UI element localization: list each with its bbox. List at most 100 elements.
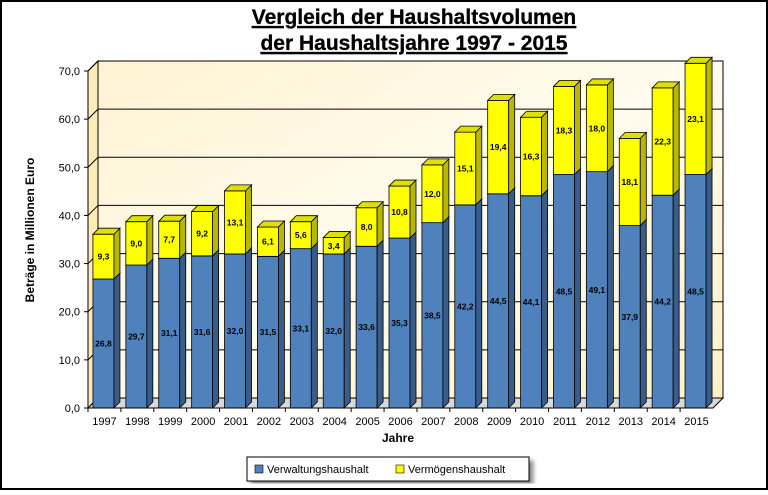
- bar-top: [124, 215, 154, 223]
- legend-swatch-vermoegenshaushalt: [395, 464, 405, 474]
- data-label: 9,3: [98, 252, 110, 262]
- x-tick-label-2003: 2003: [290, 416, 314, 428]
- bar-side: [475, 125, 483, 206]
- bar-vermoegenshaushalt-1999: 7,7: [157, 214, 187, 260]
- bar-vermoegenshaushalt-2007: 12,0: [420, 157, 450, 224]
- data-label: 23,1: [687, 114, 704, 124]
- bar-vermoegenshaushalt-2002: 6,1: [256, 220, 286, 258]
- chart-title-line-2: der Haushaltsjahre 1997 - 2015: [260, 32, 567, 55]
- data-label: 49,1: [589, 285, 606, 295]
- x-tick-label-2007: 2007: [421, 416, 445, 428]
- gridline-diagonal: [87, 156, 99, 168]
- y-axis: 0,0 10,0 20,0 30,0 40,0 50,0 60,0 70,0: [59, 66, 89, 415]
- data-label: 31,6: [194, 327, 211, 337]
- legend-label-verwaltungshaushalt: Verwaltungshaushalt: [267, 464, 369, 476]
- bar-verwaltungshaushalt-2009: 44,5: [486, 186, 516, 409]
- legend: Verwaltungshaushalt Vermögenshaushalt: [246, 456, 530, 482]
- bar-vermoegenshaushalt-2003: 5,6: [289, 214, 319, 250]
- bar-side: [376, 200, 384, 248]
- y-tick-label: 30,0: [59, 259, 80, 271]
- bar-side: [409, 179, 417, 240]
- y-tick-label: 50,0: [59, 162, 80, 174]
- x-tick-label-2000: 2000: [191, 416, 215, 428]
- chart-title-line-1: Vergleich der Haushaltsvolumen: [252, 6, 576, 29]
- data-label: 19,4: [490, 142, 507, 152]
- bar-side: [508, 186, 516, 409]
- x-tick-label-2014: 2014: [651, 416, 675, 428]
- data-label: 42,2: [457, 301, 474, 311]
- y-tick-label: 40,0: [59, 210, 80, 222]
- gridline-diagonal: [87, 108, 99, 120]
- data-label: 31,1: [161, 328, 178, 338]
- data-label: 44,1: [523, 297, 540, 307]
- x-tick-label-2005: 2005: [355, 416, 379, 428]
- legend-swatch-verwaltungshaushalt: [254, 464, 264, 474]
- bar-side: [245, 183, 252, 255]
- bar-side: [639, 218, 647, 409]
- data-label: 8,0: [361, 222, 373, 232]
- bar-verwaltungshaushalt-2003: 33,1: [289, 241, 319, 409]
- bar-vermoegenshaushalt-2011: 18,3: [552, 79, 582, 176]
- bar-vermoegenshaushalt-2005: 8,0: [355, 200, 385, 248]
- bar-top: [420, 158, 450, 166]
- data-label: 32,0: [227, 326, 244, 336]
- bar-side: [541, 188, 548, 409]
- bar-vermoegenshaushalt-1998: 9,0: [124, 214, 154, 266]
- bar-verwaltungshaushalt-2014: 44,2: [651, 188, 681, 409]
- y-tick-label: 10,0: [59, 355, 80, 367]
- bar-side: [146, 258, 154, 409]
- x-tick-label-2008: 2008: [454, 416, 478, 428]
- bar-side: [212, 248, 220, 409]
- bar-top: [618, 131, 648, 139]
- bar-top: [256, 220, 286, 228]
- bar-verwaltungshaushalt-2006: 35,3: [388, 231, 417, 409]
- bar-vermoegenshaushalt-2012: 18,0: [585, 77, 615, 173]
- y-tick-label: 0,0: [65, 403, 80, 415]
- bar-vermoegenshaushalt-2009: 19,4: [486, 93, 516, 195]
- bar-top: [157, 214, 187, 222]
- bar-side: [574, 79, 581, 176]
- bar-side: [409, 231, 417, 409]
- bar-verwaltungshaushalt-2001: 32,0: [223, 246, 253, 409]
- bar-vermoegenshaushalt-2010: 16,3: [519, 110, 549, 197]
- bar-top: [388, 179, 417, 187]
- bar-top: [355, 201, 385, 209]
- bar-side: [639, 131, 647, 227]
- y-tick-label: 20,0: [59, 307, 80, 319]
- bar-top: [322, 231, 352, 238]
- x-tick-label-1997: 1997: [92, 416, 116, 428]
- bar-side: [245, 246, 252, 409]
- bar-side: [179, 251, 187, 409]
- data-label: 9,0: [130, 238, 142, 248]
- x-tick-label-2011: 2011: [553, 416, 577, 428]
- bar-vermoegenshaushalt-1997: 9,3: [91, 227, 121, 280]
- bar-top: [190, 205, 220, 212]
- data-label: 6,1: [262, 237, 274, 247]
- data-label: 37,9: [621, 312, 638, 322]
- y-tick-label: 60,0: [59, 114, 80, 126]
- x-tick-label-2004: 2004: [322, 416, 346, 428]
- bar-vermoegenshaushalt-2000: 9,2: [190, 204, 220, 257]
- data-label: 10,8: [391, 207, 408, 217]
- x-tick-label-2001: 2001: [224, 416, 248, 428]
- bar-side: [541, 110, 548, 197]
- bar-side: [705, 56, 713, 176]
- x-tick-label-2009: 2009: [487, 416, 511, 428]
- legend-label-vermoegenshaushalt: Vermögenshaushalt: [408, 464, 505, 476]
- bars: 26,8 9,3 29,7 9,0 31,1 7,7 31,6 9,2 32,0 13,1 31,5…: [91, 56, 714, 409]
- bar-top: [486, 93, 516, 101]
- bar-top: [519, 110, 549, 118]
- bar-vermoegenshaushalt-2014: 22,3: [651, 80, 681, 197]
- bar-verwaltungshaushalt-2015: 48,5: [684, 167, 714, 409]
- gridline-diagonal: [87, 60, 99, 72]
- bar-side: [672, 188, 680, 409]
- data-label: 48,5: [687, 286, 704, 296]
- data-label: 31,5: [260, 327, 277, 337]
- data-label: 16,3: [523, 151, 540, 161]
- data-label: 3,4: [328, 241, 340, 251]
- x-tick-label-2006: 2006: [388, 416, 412, 428]
- x-axis-title: Jahre: [382, 431, 414, 445]
- bar-verwaltungshaushalt-1997: 26,8: [91, 272, 121, 409]
- x-tick-label-2013: 2013: [619, 416, 643, 428]
- bar-verwaltungshaushalt-2005: 33,6: [355, 239, 385, 409]
